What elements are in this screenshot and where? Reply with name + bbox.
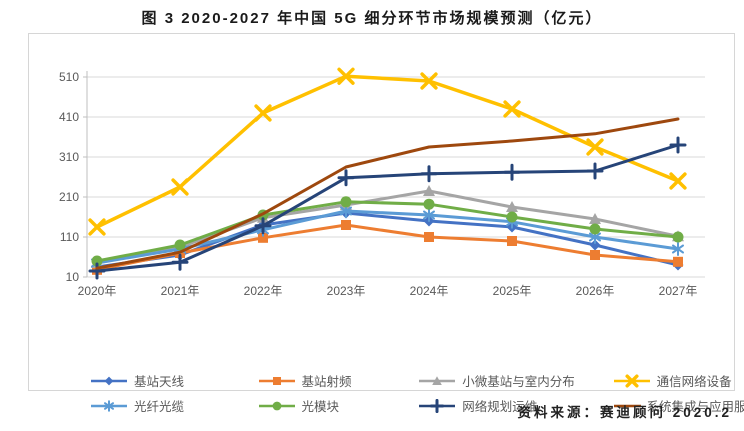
legend-label: 系统集成与应用服务 (646, 400, 744, 414)
chart-title: 图 3 2020-2027 年中国 5G 细分环节市场规模预测（亿元） (141, 10, 603, 27)
x-axis-tick-label: 2023年 (327, 284, 366, 298)
y-axis-tick-label: 10 (66, 270, 80, 284)
y-axis-tick-label: 210 (59, 190, 79, 204)
series-光模块 (91, 196, 684, 267)
legend-item-光模块: 光模块 (257, 396, 418, 415)
x-axis-tick-label: 2027年 (659, 284, 698, 298)
legend-label: 光纤光缆 (134, 400, 185, 414)
legend-label: 网络规划运维 (462, 400, 538, 414)
source-note: 资料来源：赛迪顾问 2020.2 (517, 405, 732, 420)
legend-marker-x-icon (613, 373, 650, 388)
x-axis-tick-label: 2024年 (410, 284, 449, 298)
x-axis-tick-label: 2020年 (78, 284, 117, 298)
legend-item-通信网络设备: 通信网络设备 (612, 371, 744, 390)
series-通信网络设备 (88, 67, 687, 236)
line-chart-plot-area: 10 110 210 310 410 510 2020年 2021年 2022年 2023年 202… (59, 67, 705, 298)
legend-marker-triangle-icon (419, 375, 456, 385)
y-axis-tick-label: 310 (59, 150, 79, 164)
y-axis-tick-label: 110 (60, 230, 79, 244)
legend-item-基站天线: 基站天线 (89, 371, 257, 390)
x-axis-tick-label: 2025年 (493, 284, 532, 298)
legend-item-系统集成与应用服务: 系统集成与应用服务 (612, 396, 744, 415)
series-系统集成与应用服务 (95, 117, 680, 270)
chart-frame: 10 110 210 310 410 510 2020年 2021年 2022年 2023年 202… (28, 33, 744, 414)
x-axis-tick-label: 2022年 (244, 284, 283, 298)
legend-marker-plus-icon (419, 398, 456, 413)
x-axis-tick-label: 2021年 (161, 284, 200, 298)
legend-label: 小微基站与室内分布 (462, 375, 575, 389)
y-axis-tick-label: 410 (59, 110, 79, 124)
legend-item-光纤光缆: 光纤光缆 (89, 396, 257, 415)
legend-marker-none-icon (613, 404, 642, 407)
series-网络规划运维 (88, 136, 687, 280)
legend-label: 基站射频 (301, 375, 352, 389)
legend-label: 基站天线 (134, 375, 185, 389)
legend-item-小微基站与室内分布: 小微基站与室内分布 (417, 371, 611, 390)
legend-marker-asterisk-icon (91, 399, 127, 412)
legend-label: 通信网络设备 (656, 375, 732, 389)
legend-label: 光模块 (301, 400, 340, 414)
y-axis-tick-label: 510 (59, 70, 79, 84)
legend-marker-circle-icon (258, 401, 295, 410)
legend-marker-diamond-icon (91, 376, 127, 385)
legend-item-网络规划运维: 网络规划运维 (417, 396, 611, 415)
legend-marker-square-icon (258, 376, 295, 385)
legend-item-基站射频: 基站射频 (257, 371, 418, 390)
x-axis-tick-label: 2026年 (576, 284, 615, 298)
chart-legend: 基站天线 基站射频 小微基站与室内分布 通信网络设备光纤光缆 光模块 网络规划运维 系统集成… (59, 371, 744, 415)
